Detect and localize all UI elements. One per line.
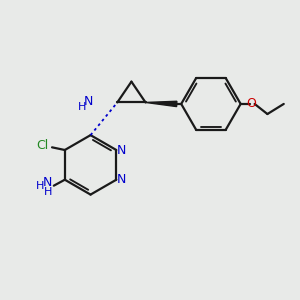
Text: H: H (44, 187, 52, 196)
Polygon shape (146, 101, 177, 106)
Text: N: N (84, 95, 93, 108)
Text: N: N (117, 143, 126, 157)
Text: Cl: Cl (36, 139, 49, 152)
Text: N: N (43, 176, 52, 189)
Text: N: N (117, 173, 126, 186)
Text: O: O (246, 98, 256, 110)
Text: H: H (77, 102, 86, 112)
Text: H: H (36, 181, 45, 191)
